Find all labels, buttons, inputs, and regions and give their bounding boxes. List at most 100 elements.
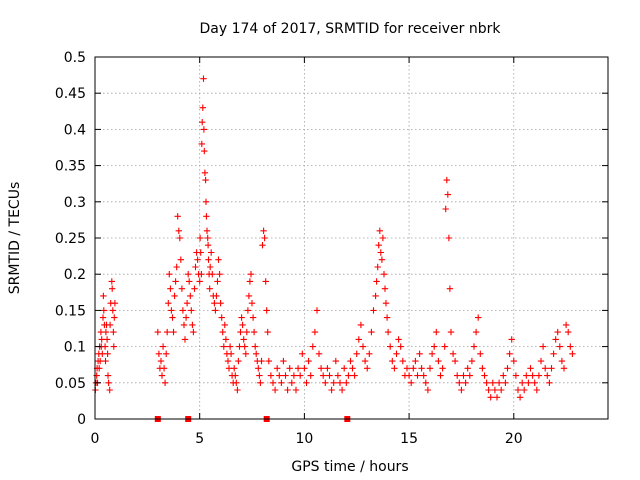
data-point [201, 147, 208, 155]
data-point [560, 365, 568, 372]
data-point [166, 271, 173, 278]
data-point [357, 321, 365, 329]
data-point [297, 372, 304, 379]
data-point [280, 357, 287, 365]
data-point [109, 307, 116, 314]
data-point [172, 278, 179, 285]
data-point [379, 234, 387, 242]
data-point [447, 328, 455, 336]
data-point [539, 343, 547, 350]
data-point [416, 350, 423, 357]
data-point [468, 357, 476, 365]
data-point [529, 372, 536, 379]
data-point [205, 256, 212, 263]
data-point [382, 300, 390, 307]
y-tick-label: 0.15 [55, 303, 86, 319]
data-point [209, 271, 216, 278]
data-point [221, 321, 228, 329]
data-point [177, 256, 184, 263]
data-point [278, 379, 285, 386]
data-point [569, 350, 576, 357]
data-point [215, 256, 222, 263]
data-point [443, 176, 450, 184]
data-point [373, 278, 380, 285]
data-point [239, 321, 246, 329]
data-point [264, 328, 271, 336]
data-point [267, 372, 275, 379]
data-point [207, 263, 214, 271]
data-point [106, 386, 113, 394]
data-point [355, 336, 362, 343]
y-tick-label: 0 [77, 412, 86, 428]
data-point [345, 372, 352, 379]
data-point [380, 271, 388, 278]
data-point [433, 328, 440, 336]
data-point [217, 300, 224, 307]
x-tick-label: 20 [505, 431, 523, 447]
data-point [102, 357, 109, 365]
data-point [389, 357, 396, 365]
data-point [211, 300, 218, 307]
data-point [180, 321, 188, 329]
data-point [550, 350, 557, 357]
data-point [233, 379, 240, 386]
data-point [203, 227, 211, 234]
data-point [324, 365, 331, 372]
x-tick-label: 15 [400, 431, 418, 447]
data-point [546, 379, 553, 386]
data-point [410, 365, 417, 372]
data-point [185, 271, 192, 278]
y-tick-label: 0.05 [55, 376, 86, 392]
data-point [408, 379, 415, 386]
data-point [253, 350, 260, 357]
data-point [158, 372, 166, 379]
data-point [208, 249, 215, 256]
data-point [366, 350, 373, 357]
data-point [169, 314, 176, 321]
data-point [269, 379, 277, 386]
data-point [203, 213, 210, 220]
data-point [167, 285, 174, 292]
data-point [284, 386, 291, 394]
data-point [343, 379, 350, 386]
data-point [173, 263, 180, 271]
data-point [317, 365, 325, 372]
data-point [160, 365, 168, 372]
data-point [202, 176, 209, 184]
data-point [375, 242, 382, 249]
data-point [105, 379, 112, 386]
data-point [514, 386, 522, 394]
data-point [500, 372, 507, 379]
data-point [428, 350, 436, 357]
data-point [435, 357, 442, 365]
data-point [525, 379, 532, 386]
data-point [98, 336, 105, 343]
data-point [260, 227, 267, 234]
data-point [110, 343, 117, 350]
data-point [238, 314, 245, 321]
data-point [556, 343, 563, 350]
data-point [558, 357, 566, 365]
data-point [446, 285, 454, 292]
data-point [420, 372, 427, 379]
data-point [351, 372, 358, 379]
data-point [164, 328, 171, 336]
data-point [252, 343, 259, 350]
data-point [326, 372, 333, 379]
data-point [414, 372, 421, 379]
data-point [353, 350, 360, 357]
data-point [567, 343, 574, 350]
data-point [102, 328, 110, 336]
data-point [244, 307, 252, 314]
data-point [485, 386, 492, 394]
data-point [227, 350, 235, 357]
data-point [241, 343, 248, 350]
data-point [194, 256, 201, 263]
data-point [535, 372, 543, 379]
data-point [218, 314, 225, 321]
axis-ticks [94, 56, 608, 420]
data-point [294, 365, 302, 372]
data-point [255, 365, 262, 372]
